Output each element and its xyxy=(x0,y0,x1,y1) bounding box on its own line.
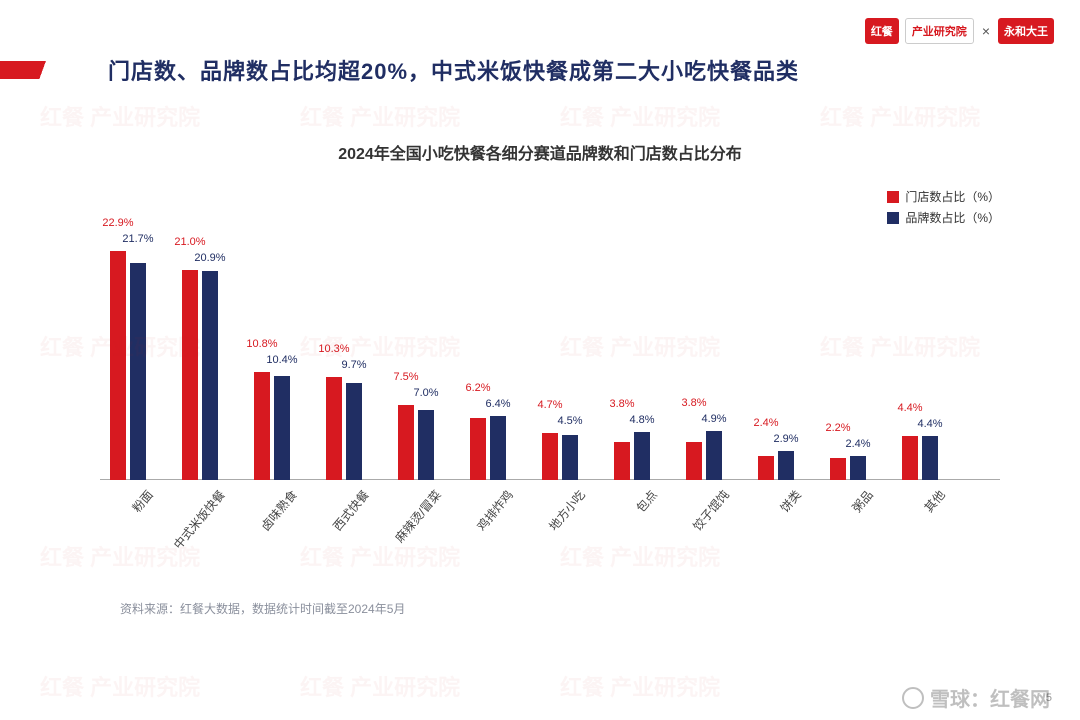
logo-cross: × xyxy=(980,23,992,39)
bar-series1 xyxy=(470,418,486,480)
bar-series1 xyxy=(758,456,774,480)
chart-legend: 门店数占比（%） 品牌数占比（%） xyxy=(887,188,1000,230)
chart-title: 2024年全国小吃快餐各细分赛道品牌数和门店数占比分布 xyxy=(0,140,1080,164)
bar-series2 xyxy=(922,436,938,480)
value-label-series1: 4.4% xyxy=(890,402,930,414)
bar-series1 xyxy=(182,270,198,480)
footer-watermark-text: 雪球：红餐网 xyxy=(930,683,1050,712)
watermark: 红餐 产业研究院 xyxy=(300,540,460,572)
watermark: 红餐 产业研究院 xyxy=(40,100,200,132)
value-label-series2: 4.4% xyxy=(910,418,950,430)
legend-item: 品牌数占比（%） xyxy=(887,209,1000,226)
bar-series2 xyxy=(490,416,506,480)
watermark: 红餐 产业研究院 xyxy=(820,100,980,132)
category-label: 地方小吃 xyxy=(540,483,588,535)
value-label-series1: 10.8% xyxy=(242,338,282,350)
value-label-series2: 4.9% xyxy=(694,413,734,425)
value-label-series1: 3.8% xyxy=(674,397,714,409)
value-label-series1: 10.3% xyxy=(314,343,354,355)
title-bar: 门店数、品牌数占比均超20%，中式米饭快餐成第二大小吃快餐品类 xyxy=(0,54,1080,86)
bar-series2 xyxy=(418,410,434,480)
bar-series2 xyxy=(130,263,146,480)
legend-label-2: 品牌数占比（%） xyxy=(905,209,1000,226)
value-label-series1: 21.0% xyxy=(170,236,210,248)
value-label-series1: 2.2% xyxy=(818,422,858,434)
logo-partner: 永和大王 xyxy=(998,18,1054,44)
bar-series1 xyxy=(686,442,702,480)
watermark: 红餐 产业研究院 xyxy=(560,670,720,702)
watermark: 红餐 产业研究院 xyxy=(560,100,720,132)
category-label: 饼类 xyxy=(772,483,805,516)
value-label-series2: 2.9% xyxy=(766,433,806,445)
value-label-series1: 7.5% xyxy=(386,371,426,383)
bar-series2 xyxy=(850,456,866,480)
bar-series1 xyxy=(326,377,342,480)
bar-series2 xyxy=(202,271,218,480)
category-label: 其他 xyxy=(916,483,949,516)
title-accent xyxy=(0,61,70,79)
bar-series2 xyxy=(706,431,722,480)
bar-series1 xyxy=(110,251,126,480)
category-label: 鸡排炸鸡 xyxy=(468,483,516,535)
bar-series2 xyxy=(634,432,650,480)
value-label-series1: 6.2% xyxy=(458,382,498,394)
value-label-series2: 4.8% xyxy=(622,414,662,426)
logo-hongcan-badge: 红餐 xyxy=(865,18,899,44)
value-label-series2: 10.4% xyxy=(262,354,302,366)
watermark: 红餐 产业研究院 xyxy=(560,540,720,572)
legend-swatch-1 xyxy=(887,191,899,203)
logo-hongcan-text: 产业研究院 xyxy=(905,18,974,44)
bar-series2 xyxy=(778,451,794,480)
bar-series1 xyxy=(542,433,558,480)
category-label: 卤味熟食 xyxy=(252,483,300,535)
page-title: 门店数、品牌数占比均超20%，中式米饭快餐成第二大小吃快餐品类 xyxy=(108,54,799,86)
value-label-series2: 6.4% xyxy=(478,398,518,410)
value-label-series2: 7.0% xyxy=(406,387,446,399)
category-label: 中式米饭快餐 xyxy=(165,483,229,553)
category-label: 麻辣烫/冒菜 xyxy=(386,483,444,546)
bar-series1 xyxy=(398,405,414,480)
value-label-series1: 22.9% xyxy=(98,217,138,229)
watermark: 红餐 产业研究院 xyxy=(40,670,200,702)
footer-watermark: 雪球：红餐网 xyxy=(902,683,1050,712)
watermark: 红餐 产业研究院 xyxy=(300,100,460,132)
category-label: 饺子馄饨 xyxy=(684,483,732,535)
bar-series2 xyxy=(274,376,290,480)
value-label-series2: 9.7% xyxy=(334,359,374,371)
value-label-series2: 20.9% xyxy=(190,252,230,264)
bar-series2 xyxy=(346,383,362,480)
value-label-series2: 21.7% xyxy=(118,233,158,245)
xueqiu-icon xyxy=(902,687,924,709)
legend-swatch-2 xyxy=(887,212,899,224)
value-label-series2: 4.5% xyxy=(550,415,590,427)
value-label-series1: 2.4% xyxy=(746,417,786,429)
bar-series2 xyxy=(562,435,578,480)
legend-item: 门店数占比（%） xyxy=(887,188,1000,205)
value-label-series1: 3.8% xyxy=(602,398,642,410)
bar-series1 xyxy=(830,458,846,480)
bar-chart: 22.9%21.7%粉面21.0%20.9%中式米饭快餐10.8%10.4%卤味… xyxy=(100,230,1000,490)
category-label: 包点 xyxy=(628,483,661,516)
bar-series1 xyxy=(254,372,270,480)
watermark: 红餐 产业研究院 xyxy=(300,670,460,702)
category-label: 粥品 xyxy=(844,483,877,516)
source-note: 资料来源：红餐大数据，数据统计时间截至2024年5月 xyxy=(120,600,405,617)
bar-series1 xyxy=(902,436,918,480)
category-label: 西式快餐 xyxy=(324,483,372,535)
value-label-series2: 2.4% xyxy=(838,438,878,450)
category-label: 粉面 xyxy=(124,483,157,516)
value-label-series1: 4.7% xyxy=(530,399,570,411)
bar-series1 xyxy=(614,442,630,480)
legend-label-1: 门店数占比（%） xyxy=(905,188,1000,205)
header-logos: 红餐 产业研究院 × 永和大王 xyxy=(865,18,1054,44)
